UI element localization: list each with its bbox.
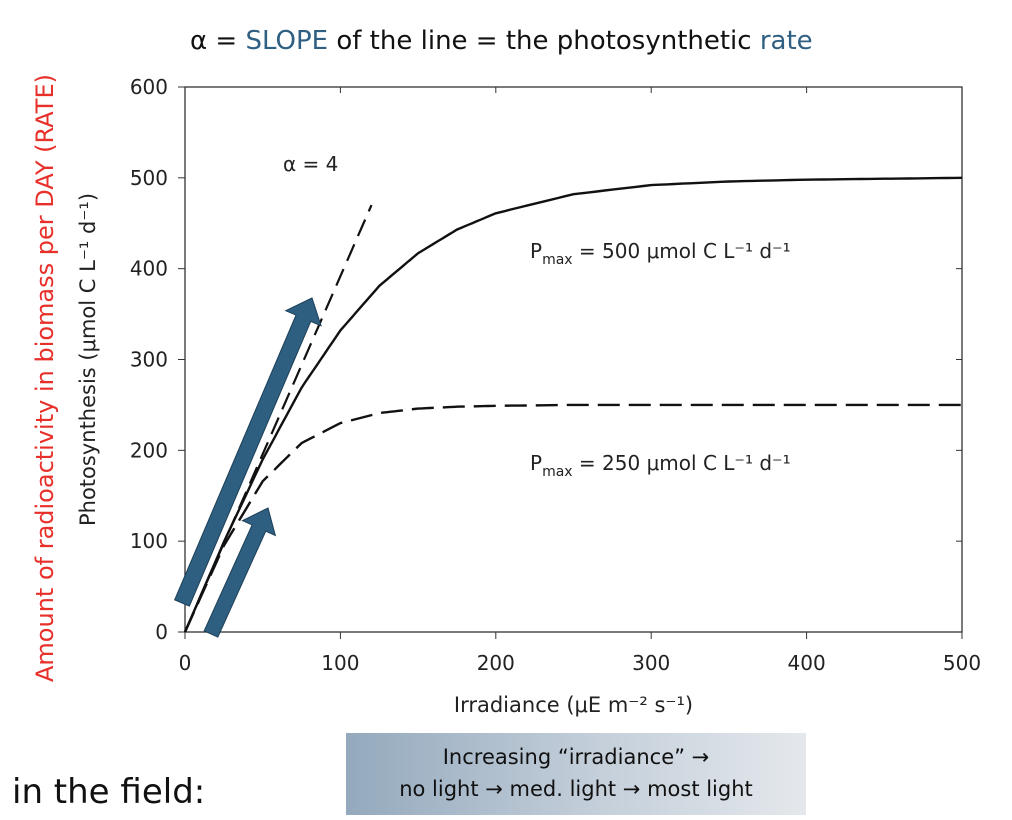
series-line-2: [183, 403, 962, 633]
x-tick-label: 0: [179, 651, 192, 675]
y-tick-label: 500: [130, 166, 168, 190]
y-tick-label: 100: [130, 529, 168, 553]
y-tick-label: 300: [130, 348, 168, 372]
x-tick-label: 500: [943, 651, 981, 675]
pmax-250-label: Pmax = 250 μmol C L⁻¹ d⁻¹: [530, 451, 791, 480]
slide-title: α = SLOPE of the line = the photosynthet…: [190, 26, 813, 56]
field-label: in the field:: [12, 772, 206, 812]
y-tick-label: 200: [130, 438, 168, 462]
x-tick-label: 100: [321, 651, 359, 675]
x-tick-label: 300: [632, 651, 670, 675]
box-line-2: no light → med. light → most light: [399, 777, 753, 801]
title-part: α =: [190, 26, 246, 56]
pmax-500-label: Pmax = 500 μmol C L⁻¹ d⁻¹: [530, 239, 791, 268]
x-tick-label: 200: [477, 651, 515, 675]
y-tick-label: 400: [130, 257, 168, 281]
box-line-1: Increasing “irradiance” →: [442, 745, 710, 769]
irradiance-box: Increasing “irradiance” → no light → med…: [346, 733, 806, 815]
y-tick-label: 0: [155, 620, 168, 644]
rate-arrow-large: [173, 297, 322, 607]
alpha-label: α = 4: [283, 152, 338, 176]
title-part: of the line = the photosynthetic: [328, 26, 760, 56]
rate-arrow-small: [203, 507, 277, 638]
title-rate: rate: [759, 26, 813, 56]
y-tick-label: 600: [130, 75, 168, 99]
y-axis-label: Photosynthesis (μmol C L⁻¹ d⁻¹): [76, 193, 100, 526]
title-slope: SLOPE: [245, 26, 329, 56]
x-axis-label: Irradiance (μE m⁻² s⁻¹): [454, 693, 693, 717]
series-line-1: [183, 176, 963, 633]
x-tick-label: 400: [788, 651, 826, 675]
slope-line: [183, 204, 373, 633]
